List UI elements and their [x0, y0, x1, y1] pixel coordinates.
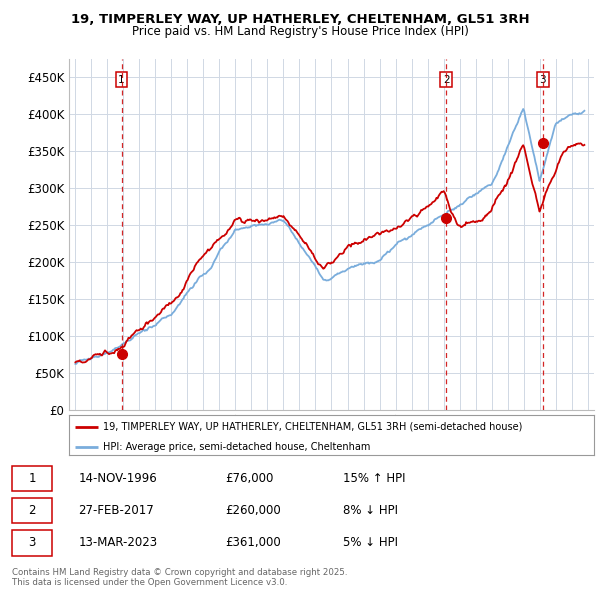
Text: 15% ↑ HPI: 15% ↑ HPI	[343, 472, 406, 485]
Text: 27-FEB-2017: 27-FEB-2017	[78, 504, 154, 517]
Bar	[12, 530, 52, 556]
Text: 13-MAR-2023: 13-MAR-2023	[78, 536, 157, 549]
Text: £361,000: £361,000	[225, 536, 281, 549]
Text: HPI: Average price, semi-detached house, Cheltenham: HPI: Average price, semi-detached house,…	[103, 442, 371, 452]
Text: £76,000: £76,000	[225, 472, 274, 485]
Text: 14-NOV-1996: 14-NOV-1996	[78, 472, 157, 485]
Text: 19, TIMPERLEY WAY, UP HATHERLEY, CHELTENHAM, GL51 3RH (semi-detached house): 19, TIMPERLEY WAY, UP HATHERLEY, CHELTEN…	[103, 422, 523, 432]
Text: 1: 1	[118, 75, 125, 85]
Text: £260,000: £260,000	[225, 504, 281, 517]
Bar	[12, 466, 52, 491]
Text: 3: 3	[539, 75, 546, 85]
Text: 3: 3	[28, 536, 36, 549]
Text: 5% ↓ HPI: 5% ↓ HPI	[343, 536, 398, 549]
Text: 19, TIMPERLEY WAY, UP HATHERLEY, CHELTENHAM, GL51 3RH: 19, TIMPERLEY WAY, UP HATHERLEY, CHELTEN…	[71, 13, 529, 26]
Bar	[12, 498, 52, 523]
Text: Price paid vs. HM Land Registry's House Price Index (HPI): Price paid vs. HM Land Registry's House …	[131, 25, 469, 38]
Text: 2: 2	[28, 504, 36, 517]
Text: 2: 2	[443, 75, 449, 85]
Text: 8% ↓ HPI: 8% ↓ HPI	[343, 504, 398, 517]
Text: Contains HM Land Registry data © Crown copyright and database right 2025.
This d: Contains HM Land Registry data © Crown c…	[12, 568, 347, 587]
Text: 1: 1	[28, 472, 36, 485]
